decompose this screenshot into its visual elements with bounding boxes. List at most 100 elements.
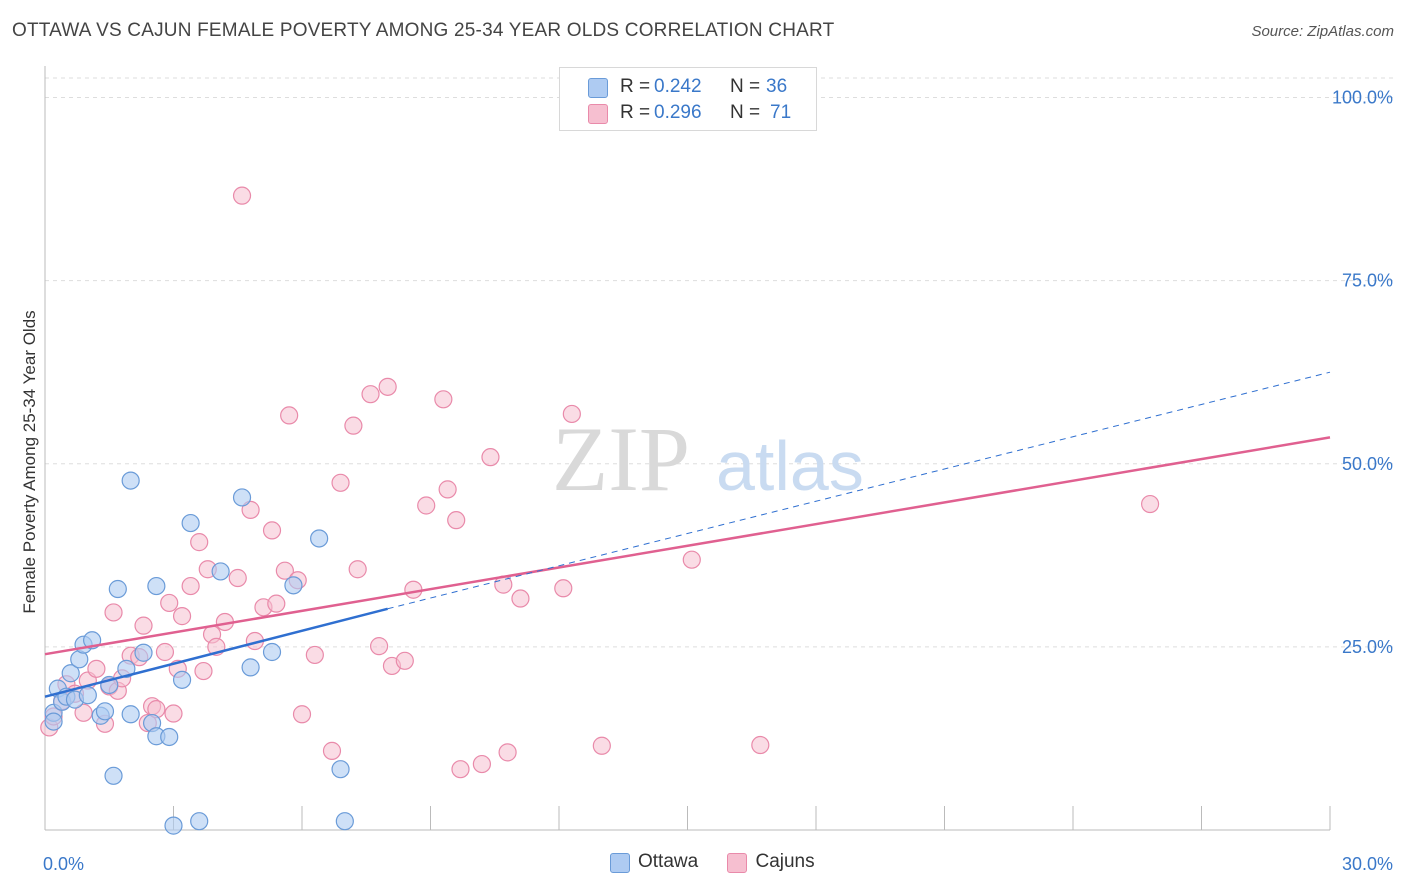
cajun-point (472, 754, 491, 774)
ottawa-point (134, 643, 153, 662)
ottawa-point (104, 766, 123, 785)
cajun-point (322, 741, 342, 760)
chart-title: OTTAWA VS CAJUN FEMALE POVERTY AMONG 25-… (12, 20, 835, 41)
ottawa-point (44, 712, 63, 731)
cajun-point (378, 377, 397, 396)
ottawa-point (108, 579, 127, 599)
cajun-point (344, 416, 363, 435)
cajun-point (160, 593, 179, 613)
r-label: R = (620, 102, 651, 123)
cajun-point (751, 735, 770, 755)
grid-lines (45, 77, 1393, 648)
cajun-point (682, 550, 701, 569)
cajun-point (181, 576, 200, 596)
watermark-zip: ZIP (552, 408, 690, 510)
ottawa-point (211, 562, 230, 581)
x-tick-label: 0.0% (43, 854, 84, 874)
cajun-point (554, 579, 573, 598)
legend-label-cajuns: Cajuns (755, 851, 815, 872)
cajun-point (172, 607, 192, 626)
ottawa-point (117, 659, 136, 678)
watermark: ZIP atlas (552, 408, 864, 510)
ottawa-swatch-icon (588, 78, 608, 98)
cajun-points (40, 186, 1160, 779)
ottawa-point (121, 471, 140, 490)
r-label: R = (620, 76, 651, 97)
cajun-point (447, 511, 466, 530)
cajun-point (417, 496, 436, 515)
legend-item-cajuns: Cajuns (727, 851, 815, 873)
ottawa-point (147, 576, 166, 596)
ottawa-point (61, 664, 80, 683)
cajun-point (511, 589, 530, 608)
cajun-point (280, 406, 299, 425)
cajun-point (481, 448, 500, 467)
series-legend: Ottawa Cajuns (610, 851, 839, 873)
ottawa-trend-line (44, 607, 388, 698)
cajun-point (228, 568, 247, 588)
ottawa-point (172, 670, 192, 689)
cajun-point (292, 705, 312, 724)
ottawa-point (335, 812, 354, 831)
y-axis-label: Female Poverty Among 25-34 Year Olds (20, 310, 39, 614)
cajun-point (451, 760, 470, 779)
r-value: 0.296 (654, 102, 702, 123)
ottawa-point (160, 727, 179, 747)
n-value: 36 (766, 76, 788, 97)
cajun-point (134, 616, 153, 635)
cajun-point (155, 642, 175, 662)
cajun-point (562, 404, 581, 424)
cajun-point (348, 560, 367, 579)
ottawa-point (164, 816, 183, 835)
axes (44, 66, 1331, 831)
cajuns-swatch-icon (588, 104, 608, 124)
ottawa-point (181, 513, 200, 533)
y-tick-label: 25.0% (1342, 637, 1393, 657)
cajun-point (331, 473, 350, 492)
cajun-point (592, 736, 611, 755)
ottawa-trend-extension (387, 371, 1331, 610)
cajun-point (361, 385, 380, 404)
ottawa-point (78, 686, 97, 705)
cajun-point (438, 480, 457, 499)
ottawa-point (95, 702, 115, 721)
correlation-legend: R = 0.242 N = 36 R = 0.296 N = 71 (559, 67, 817, 131)
ottawa-point (284, 576, 303, 595)
cajun-point (104, 603, 123, 622)
y-tick-label: 100.0% (1332, 88, 1393, 108)
cajun-point (370, 637, 389, 656)
cajuns-swatch-icon (727, 853, 748, 873)
cajun-point (434, 390, 453, 409)
source-credit: Source: ZipAtlas.com (1251, 23, 1394, 40)
n-label: N = (730, 102, 761, 123)
cajun-point (232, 186, 252, 205)
cajun-trend-line (44, 436, 1331, 656)
n-value: 71 (770, 102, 792, 123)
cajun-point (87, 659, 106, 678)
cajun-point (1140, 494, 1160, 514)
r-value: 0.242 (654, 76, 702, 97)
legend-item-ottawa: Ottawa (610, 851, 698, 873)
cajun-point (404, 580, 423, 599)
legend-label-ottawa: Ottawa (638, 851, 699, 872)
cajun-point (164, 704, 183, 723)
n-label: N = (730, 76, 761, 97)
ottawa-point (190, 812, 209, 831)
cajun-point (190, 533, 209, 552)
cajun-point (194, 661, 213, 681)
cajun-point (395, 651, 414, 670)
trend-lines (44, 371, 1331, 698)
cajun-point (305, 645, 324, 665)
ottawa-swatch-icon (610, 853, 630, 873)
cajun-point (498, 743, 517, 762)
y-tick-label: 75.0% (1342, 271, 1393, 291)
y-tick-label: 50.0% (1342, 454, 1393, 474)
cajun-point (241, 500, 260, 519)
watermark-atlas: atlas (716, 427, 864, 505)
cajun-point (262, 521, 282, 540)
ottawa-point (241, 658, 260, 677)
cajun-point (74, 703, 93, 722)
cajun-point (267, 594, 286, 613)
ottawa-point (232, 488, 252, 507)
